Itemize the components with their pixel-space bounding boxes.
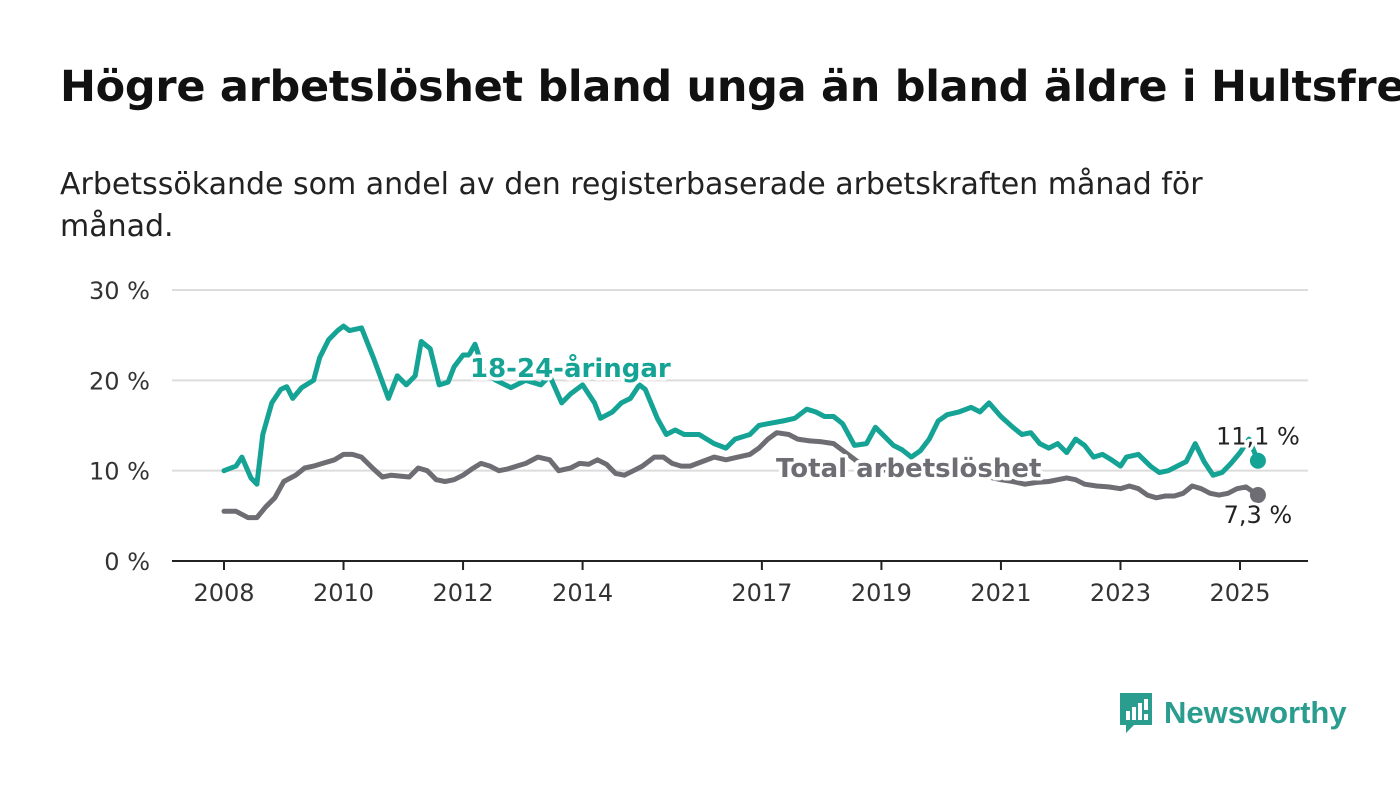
x-tick-label: 2019 — [851, 579, 912, 607]
chart-subtitle: Arbetssökande som andel av den registerb… — [60, 167, 1203, 244]
newsworthy-logo: Newsworthy — [1118, 690, 1347, 736]
y-tick-label: 10 % — [89, 458, 150, 486]
x-tick-label: 2017 — [731, 579, 792, 607]
series-lines — [221, 323, 1266, 521]
series-label-total: Total arbetslöshet — [776, 454, 1041, 484]
end-label-total: 7,3 % — [1224, 501, 1293, 529]
x-tick-label: 2010 — [313, 579, 374, 607]
x-tick-label: 2014 — [552, 579, 613, 607]
x-tick-label: 2008 — [193, 579, 254, 607]
x-axis-ticks: 2008 2010 2012 2014 2017 2019 2021 2023 2025 — [193, 561, 1271, 607]
x-tick-label: 2012 — [433, 579, 494, 607]
series-label-youth: 18-24-åringar — [470, 352, 671, 384]
x-tick-label: 2023 — [1090, 579, 1151, 607]
series-labels: 18-24-åringar Total arbetslöshet 11,1 % 7,3… — [467, 349, 1303, 533]
y-tick-label: 0 % — [104, 548, 150, 576]
y-tick-label: 20 % — [89, 367, 150, 395]
end-label-youth: 11,1 % — [1216, 423, 1300, 451]
series-line-total — [221, 430, 1261, 521]
end-point-youth — [1249, 452, 1266, 469]
end-point-total — [1249, 487, 1266, 504]
series-line-youth — [221, 323, 1261, 487]
y-axis-ticks: 0 % 10 % 20 % 30 % — [89, 277, 150, 576]
y-tick-label: 30 % — [89, 277, 150, 305]
bar-chart-speech-bubble-icon — [1120, 693, 1152, 733]
x-tick-label: 2025 — [1209, 579, 1270, 607]
chart-title: Högre arbetslöshet bland unga än bland ä… — [60, 62, 1400, 112]
brand-name: Newsworthy — [1164, 695, 1347, 730]
grid-lines — [172, 289, 1308, 562]
x-tick-label: 2021 — [970, 579, 1031, 607]
